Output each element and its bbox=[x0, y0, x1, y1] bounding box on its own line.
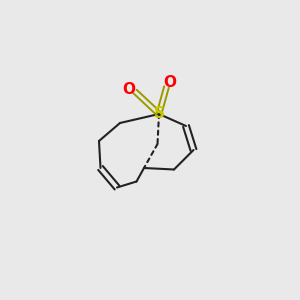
Text: S: S bbox=[154, 106, 164, 122]
Text: O: O bbox=[122, 82, 135, 98]
Text: O: O bbox=[163, 75, 176, 90]
